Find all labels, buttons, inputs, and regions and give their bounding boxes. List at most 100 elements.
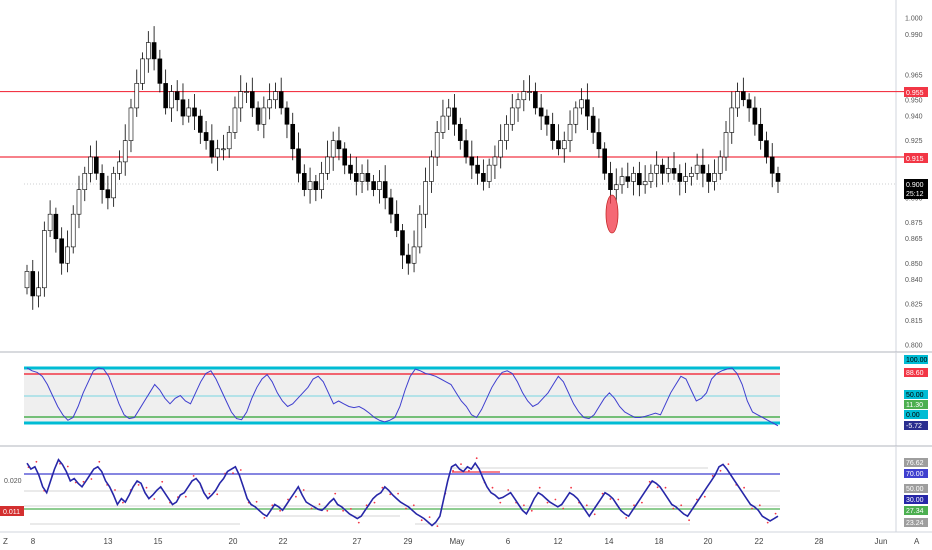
rsi-dot bbox=[641, 501, 643, 504]
rsi-left-badge-label: 0.011 bbox=[3, 509, 20, 516]
candle-body bbox=[30, 271, 36, 297]
rsi-dot bbox=[672, 507, 675, 510]
time-tick-13: 22 bbox=[755, 537, 764, 546]
candle-body bbox=[290, 123, 296, 150]
candle-body bbox=[648, 173, 654, 182]
rsi-badge-76: 76.62 bbox=[904, 458, 928, 467]
candle-body bbox=[556, 140, 561, 150]
candle-body bbox=[128, 107, 134, 141]
time-tick-8: 6 bbox=[506, 537, 511, 546]
candle-body bbox=[723, 132, 729, 158]
rsi-dot bbox=[192, 475, 195, 477]
candle-body bbox=[527, 91, 532, 93]
candle-body bbox=[717, 156, 723, 174]
rsi-dot bbox=[82, 480, 85, 483]
candle-body bbox=[596, 132, 602, 150]
rsi-badge-23-label: 23.24 bbox=[906, 520, 924, 527]
rsi-dot bbox=[122, 501, 124, 504]
rsi-dot bbox=[758, 504, 761, 507]
resistance-badge-upper: 0.955 bbox=[904, 87, 928, 97]
candle-body bbox=[174, 91, 180, 101]
time-tick-0: 8 bbox=[31, 537, 36, 546]
candle-body bbox=[521, 91, 527, 101]
candle-body bbox=[752, 107, 758, 125]
candle-body bbox=[579, 99, 584, 109]
candle-body bbox=[82, 173, 88, 190]
candle-body bbox=[394, 213, 400, 231]
price-ytick-1: 0.990 bbox=[905, 32, 923, 39]
rsi-dot bbox=[711, 475, 714, 477]
rsi-dot bbox=[114, 489, 116, 491]
candle-body bbox=[602, 148, 607, 174]
rsi-dot bbox=[184, 495, 187, 498]
rsi-dot bbox=[585, 504, 588, 507]
time-tick-1: 13 bbox=[104, 537, 113, 546]
candle-body bbox=[475, 164, 480, 174]
candle-body bbox=[625, 176, 631, 182]
candle-body bbox=[70, 213, 76, 248]
candle-body bbox=[712, 173, 717, 182]
time-axis[interactable]: 8 13 15 20 22 27 29 May 6 12 14 18 20 22 28 Jun bbox=[31, 537, 888, 546]
candle-body bbox=[729, 107, 735, 133]
candle-body bbox=[469, 156, 475, 166]
candle-body bbox=[382, 181, 388, 199]
candle-body bbox=[411, 246, 417, 264]
rsi-badge-76-label: 76.62 bbox=[906, 460, 924, 467]
rsi-dot bbox=[279, 509, 281, 512]
candle-body bbox=[169, 91, 174, 109]
resistance-badge-upper-label: 0.955 bbox=[906, 90, 924, 97]
rsi-badge-70-label: 70.00 bbox=[906, 471, 924, 478]
oscillator-band-fill bbox=[24, 368, 780, 422]
candle-body bbox=[769, 156, 775, 174]
osc-badge-50: 50.00 bbox=[904, 390, 928, 399]
candle-body bbox=[515, 99, 521, 109]
rsi-dot bbox=[499, 501, 502, 504]
candle-body bbox=[613, 184, 619, 190]
candle-body bbox=[296, 148, 301, 174]
rsi-dot bbox=[656, 486, 659, 489]
candle-body bbox=[313, 181, 319, 190]
rsi-dot bbox=[601, 492, 604, 495]
highlight-ellipse bbox=[605, 194, 619, 234]
time-tick-5: 27 bbox=[353, 537, 362, 546]
candle-body bbox=[637, 173, 642, 186]
candle-body bbox=[550, 123, 556, 141]
candle-body bbox=[429, 156, 434, 182]
oscillator-pane[interactable]: 100.00 88.60 50.00 11.30 0.00 -5.72 bbox=[24, 352, 928, 446]
osc-badge-11-label: 11.30 bbox=[906, 402, 923, 409]
rsi-badge-23: 23.24 bbox=[904, 518, 928, 527]
osc-badge-current: -5.72 bbox=[904, 421, 928, 430]
candle-body bbox=[336, 140, 342, 150]
candle-body bbox=[660, 164, 665, 174]
rsi-dot bbox=[412, 504, 415, 507]
candle-body bbox=[111, 173, 116, 199]
rsi-dot bbox=[475, 457, 478, 460]
price-pane[interactable]: 1.0000.9900.9650.9500.9400.9250.8900.875… bbox=[0, 0, 928, 352]
candle-body bbox=[215, 148, 220, 158]
candle-body bbox=[457, 123, 463, 141]
candle-body bbox=[746, 99, 752, 109]
rsi-dot bbox=[287, 498, 289, 501]
candle-body bbox=[509, 107, 515, 125]
osc-badge-88: 88.60 bbox=[904, 368, 928, 377]
rsi-dot bbox=[145, 486, 148, 489]
osc-badge-0: 0.00 bbox=[904, 410, 928, 419]
candle-body bbox=[250, 91, 255, 109]
candle-body bbox=[434, 132, 440, 158]
candle-body bbox=[700, 164, 706, 174]
osc-badge-50-label: 50.00 bbox=[906, 392, 924, 399]
candle-body bbox=[486, 164, 492, 182]
rsi-dot bbox=[507, 489, 510, 491]
osc-badge-current-label: -5.72 bbox=[906, 423, 922, 430]
rsi-pane[interactable]: 0.020 0.011 76.62 70.00 50.00 30.00 27.3… bbox=[0, 446, 928, 532]
rsi-dot bbox=[271, 504, 274, 507]
rsi-dot bbox=[452, 469, 454, 472]
candle-body bbox=[608, 173, 613, 190]
candle-body bbox=[417, 213, 423, 248]
rsi-dot bbox=[295, 495, 297, 498]
candle-body bbox=[255, 107, 261, 125]
rsi-dot bbox=[263, 517, 266, 519]
candle-body bbox=[440, 115, 446, 133]
right-corner-label: A bbox=[914, 537, 920, 546]
